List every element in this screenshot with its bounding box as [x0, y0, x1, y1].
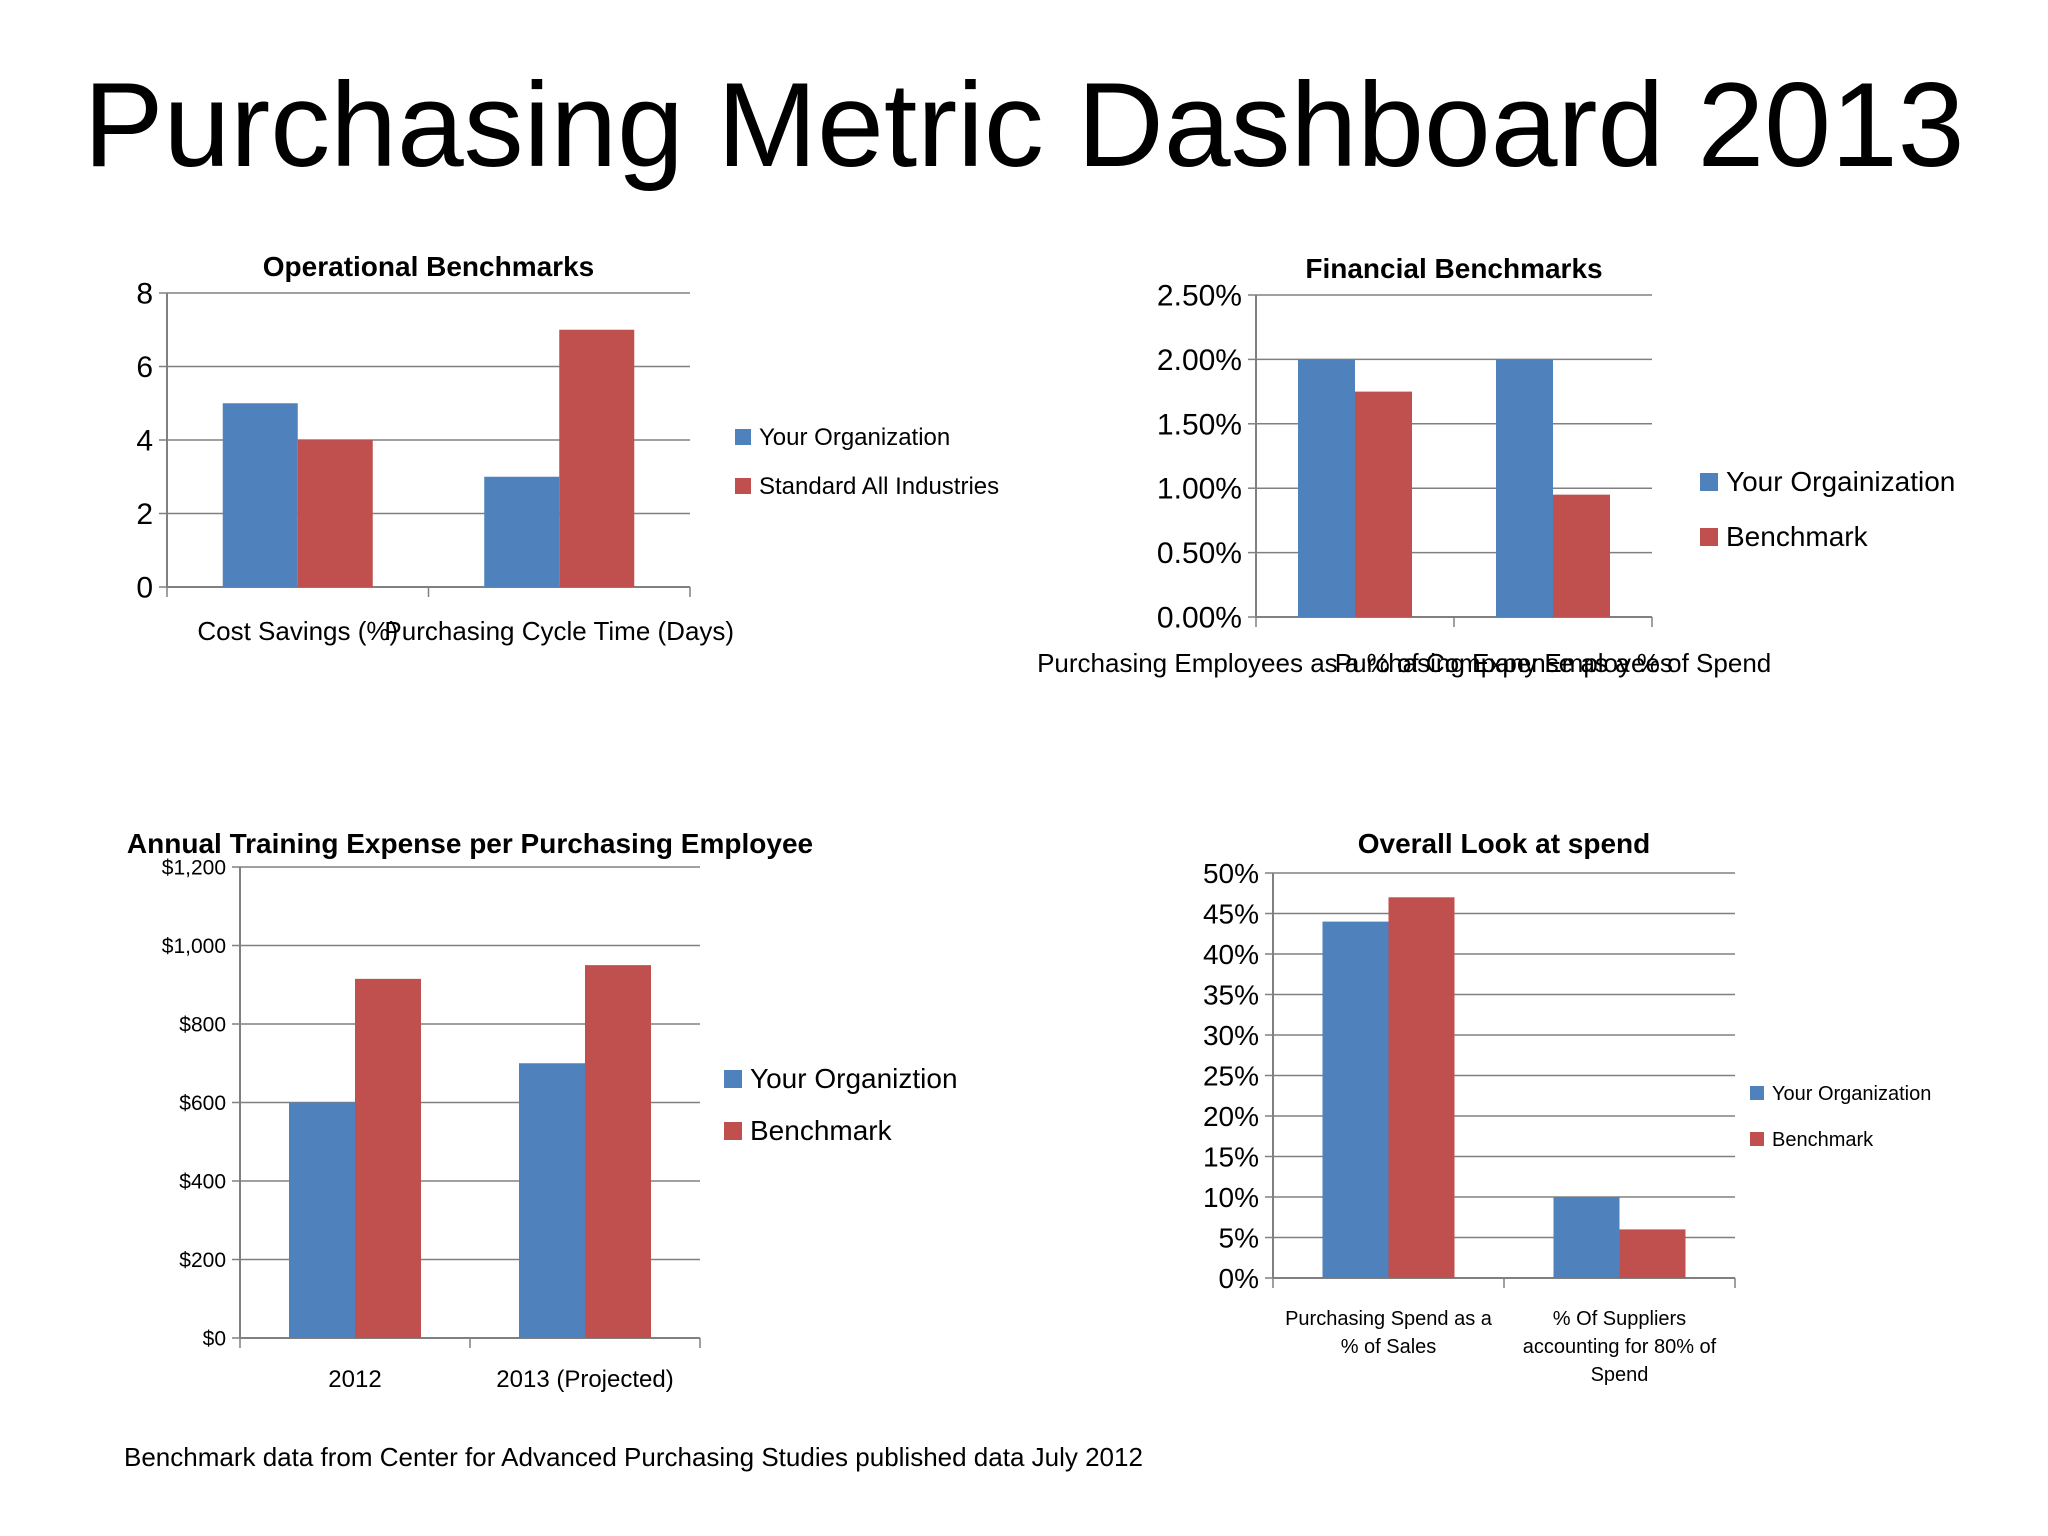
legend-swatch — [1700, 473, 1718, 491]
chart-4: Overall Look at spend 0% 5% 10% 15% 20% 25% 30%… — [1203, 828, 1931, 1386]
legend-swatch — [724, 1122, 742, 1140]
x-category-label: Purchasing Spend as a% of Sales — [1285, 1308, 1493, 1358]
y-tick-label: $0 — [203, 1327, 226, 1350]
legend-label: Your Organization — [759, 424, 950, 451]
y-tick-label: 1.00% — [1157, 473, 1242, 506]
bar-benchmark — [1553, 494, 1610, 617]
x-category-label: 2012 — [328, 1366, 381, 1393]
y-tick-label: 40% — [1203, 939, 1259, 970]
y-tick-label: $200 — [179, 1249, 226, 1272]
y-tick-label: 0.00% — [1157, 602, 1242, 635]
legend-label: Standard All Industries — [759, 473, 999, 500]
y-tick-label: 2.50% — [1157, 280, 1242, 313]
y-tick-label: 10% — [1203, 1182, 1259, 1213]
bar-standard-all-industries — [297, 440, 373, 587]
y-tick-label: 2 — [136, 498, 153, 531]
bar-benchmark — [585, 965, 651, 1338]
legend-label: Benchmark — [1772, 1129, 1874, 1151]
y-tick-label: $800 — [179, 1013, 226, 1036]
bar-your-organiztion — [519, 1063, 585, 1338]
legend-label: Benchmark — [750, 1115, 893, 1146]
chart-1: Operational Benchmarks 0 2 4 6 8 Cost Savings … — [136, 251, 999, 646]
y-tick-label: 0.50% — [1157, 537, 1242, 570]
bar-your-orgainization — [1496, 359, 1553, 617]
y-tick-label: $400 — [179, 1170, 226, 1193]
x-category-label: % Of Suppliers accounting for 80% of Spend — [1523, 1308, 1717, 1386]
bar-your-organization — [484, 476, 560, 587]
x-category-label: 2013 (Projected) — [496, 1366, 673, 1393]
legend-label: Your Organiztion — [750, 1063, 958, 1094]
legend-swatch — [735, 429, 751, 445]
y-tick-label: 20% — [1203, 1101, 1259, 1132]
chart-title: Annual Training Expense per Purchasing E… — [127, 828, 813, 859]
bar-your-orgainization — [1298, 359, 1355, 617]
chart-2: Financial Benchmarks 0.00% 0.50% 1.00% 1.50%… — [1037, 253, 1955, 678]
footnote: Benchmark data from Center for Advanced … — [124, 1442, 1143, 1472]
y-tick-label: $1,000 — [162, 935, 226, 958]
bar-your-organiztion — [289, 1102, 355, 1338]
y-tick-label: 15% — [1203, 1141, 1259, 1172]
legend-label: Your Orgainization — [1726, 466, 1955, 497]
x-category-label: Purchasing Employees as a % of Company E… — [1037, 648, 1673, 678]
y-tick-label: 1.50% — [1157, 408, 1242, 441]
y-tick-label: 4 — [136, 425, 153, 458]
y-tick-label: 25% — [1203, 1060, 1259, 1091]
y-tick-label: 0 — [136, 572, 153, 605]
chart-title: Overall Look at spend — [1358, 828, 1651, 859]
legend-label: Your Organization — [1772, 1083, 1931, 1105]
legend-swatch — [1750, 1132, 1764, 1146]
y-tick-label: 6 — [136, 351, 153, 384]
y-tick-label: 30% — [1203, 1020, 1259, 1051]
legend-swatch — [724, 1070, 742, 1088]
y-tick-label: 5% — [1219, 1222, 1259, 1253]
y-tick-label: 8 — [136, 278, 153, 311]
bar-your-organization — [1322, 921, 1389, 1278]
chart-title: Financial Benchmarks — [1305, 253, 1602, 284]
y-tick-label: 45% — [1203, 898, 1259, 929]
y-tick-label: 2.00% — [1157, 344, 1242, 377]
bar-benchmark — [1388, 897, 1455, 1278]
y-tick-label: $1,200 — [162, 856, 226, 879]
legend-swatch — [1750, 1086, 1764, 1100]
bar-standard-all-industries — [559, 329, 635, 587]
bar-benchmark — [355, 978, 421, 1338]
legend-swatch — [1700, 528, 1718, 546]
x-category-label: Purchasing Expense as a % of Spend — [1335, 648, 1772, 678]
y-tick-label: 35% — [1203, 979, 1259, 1010]
chart-3: Annual Training Expense per Purchasing E… — [127, 828, 958, 1393]
x-category-label: Cost Savings (%) — [197, 616, 398, 646]
bar-benchmark — [1355, 391, 1412, 617]
legend-label: Benchmark — [1726, 521, 1869, 552]
bar-your-organization — [1553, 1197, 1620, 1278]
page-title: Purchasing Metric Dashboard 2013 — [83, 58, 1965, 192]
bar-benchmark — [1619, 1229, 1686, 1278]
y-tick-label: 50% — [1203, 858, 1259, 889]
bar-your-organization — [222, 403, 298, 587]
chart-title: Operational Benchmarks — [263, 251, 594, 282]
y-tick-label: $600 — [179, 1092, 226, 1115]
x-category-label: Purchasing Cycle Time (Days) — [384, 616, 734, 646]
legend-swatch — [735, 478, 751, 494]
y-tick-label: 0% — [1219, 1263, 1259, 1294]
